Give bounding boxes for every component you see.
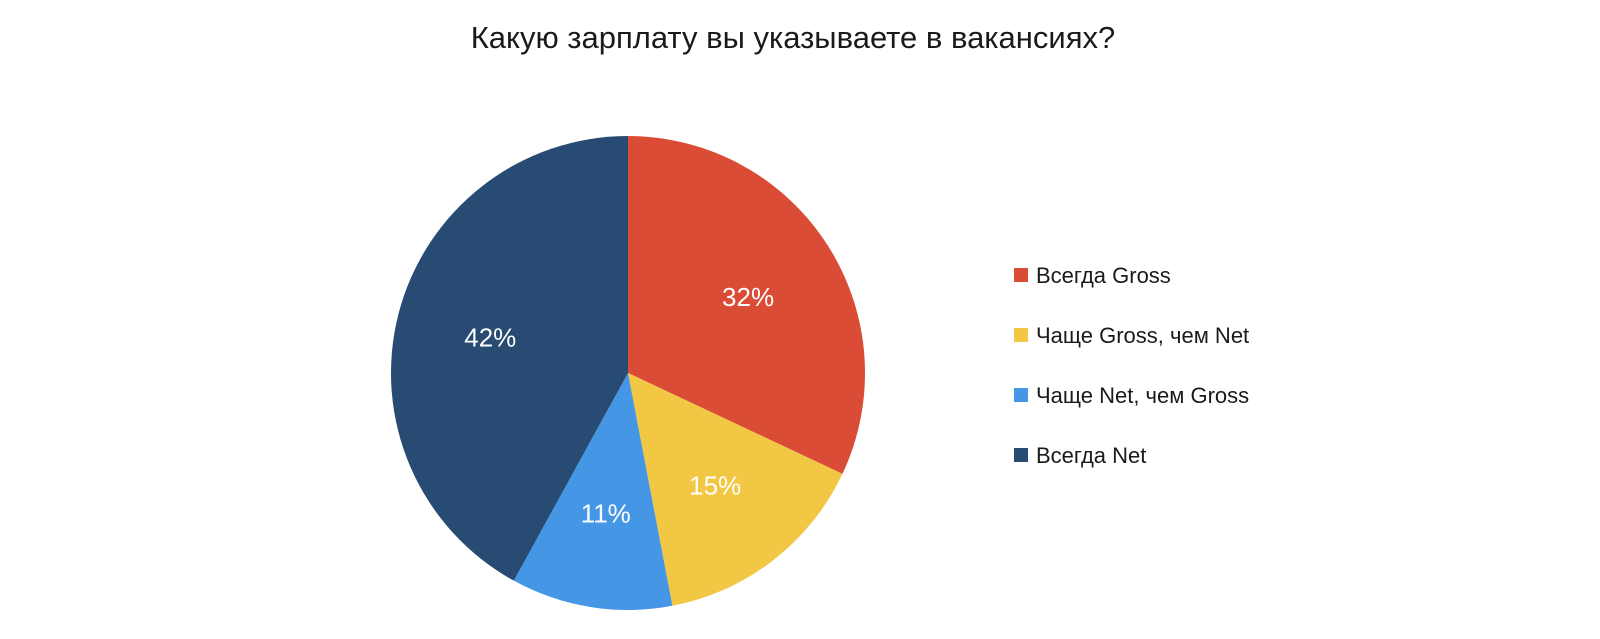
legend-item-1: Всегда Gross [1014, 263, 1171, 288]
data-label-3: 11% [581, 498, 631, 528]
pie-slices [391, 136, 865, 610]
legend-swatch-4 [1014, 448, 1028, 462]
legend-swatch-3 [1014, 388, 1028, 402]
legend-item-3: Чаще Net, чем Gross [1014, 383, 1249, 408]
legend-swatch-2 [1014, 328, 1028, 342]
legend-label-1: Всегда Gross [1036, 263, 1171, 288]
pie-slice-3 [513, 373, 673, 610]
pie-slice-2 [628, 373, 843, 606]
legend-label-2: Чаще Gross, чем Net [1036, 323, 1249, 348]
data-label-2: 15% [689, 470, 741, 500]
data-label-1: 32% [722, 282, 774, 312]
pie-slice-1 [628, 136, 865, 474]
chart-title: Какую зарплату вы указываете в вакансиях… [471, 20, 1116, 55]
legend-label-3: Чаще Net, чем Gross [1036, 383, 1249, 408]
legend-label-4: Всегда Net [1036, 443, 1146, 468]
pie-slice-4 [391, 136, 628, 581]
legend-item-2: Чаще Gross, чем Net [1014, 323, 1249, 348]
data-label-4: 42% [464, 323, 516, 353]
legend-item-4: Всегда Net [1014, 443, 1146, 468]
legend-swatch-1 [1014, 268, 1028, 282]
pie-data-labels: 32% 15% 11% 42% [464, 282, 774, 529]
legend: Всегда Gross Чаще Gross, чем Net Чаще Net,… [1014, 263, 1249, 468]
